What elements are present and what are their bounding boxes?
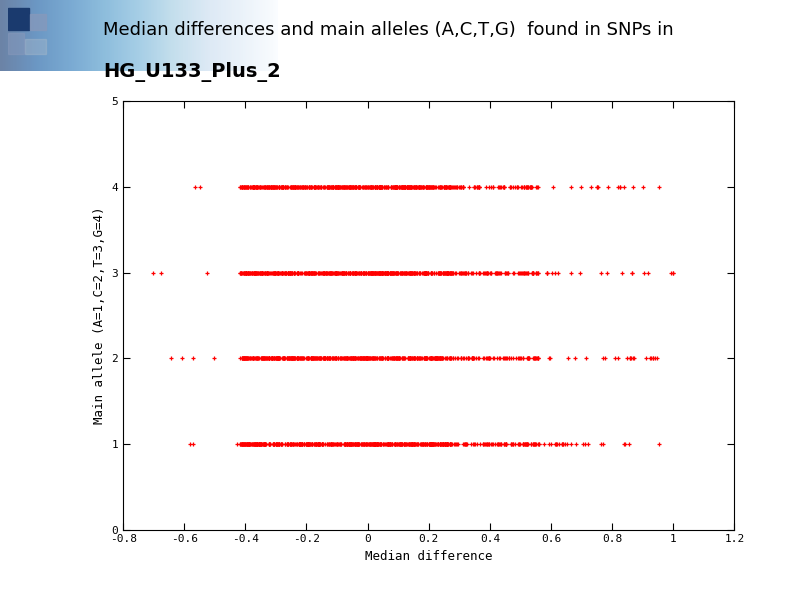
Bar — [25, 39, 46, 54]
Y-axis label: Main allele (A=1,C=2,T=3,G=4): Main allele (A=1,C=2,T=3,G=4) — [93, 206, 106, 424]
Bar — [8, 8, 29, 30]
Bar — [30, 14, 46, 30]
Text: Median differences and main alleles (A,C,T,G)  found in SNPs in: Median differences and main alleles (A,C… — [103, 21, 674, 39]
X-axis label: Median difference: Median difference — [365, 550, 492, 563]
Text: HG_U133_Plus_2: HG_U133_Plus_2 — [103, 62, 281, 83]
Bar — [8, 33, 24, 54]
